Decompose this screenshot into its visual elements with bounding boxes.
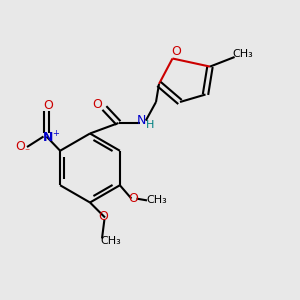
Text: N: N [43, 131, 53, 144]
Text: CH₃: CH₃ [232, 49, 253, 59]
Text: CH₃: CH₃ [100, 236, 121, 247]
Text: N: N [136, 114, 146, 127]
Text: O: O [92, 98, 102, 112]
Text: CH₃: CH₃ [146, 195, 167, 206]
Text: O: O [99, 209, 108, 223]
Text: O: O [43, 99, 53, 112]
Text: O: O [171, 45, 181, 58]
Text: ⁻: ⁻ [24, 147, 30, 158]
Text: O: O [128, 191, 138, 205]
Text: H: H [146, 119, 154, 130]
Text: O: O [15, 140, 25, 154]
Text: +: + [52, 129, 59, 138]
